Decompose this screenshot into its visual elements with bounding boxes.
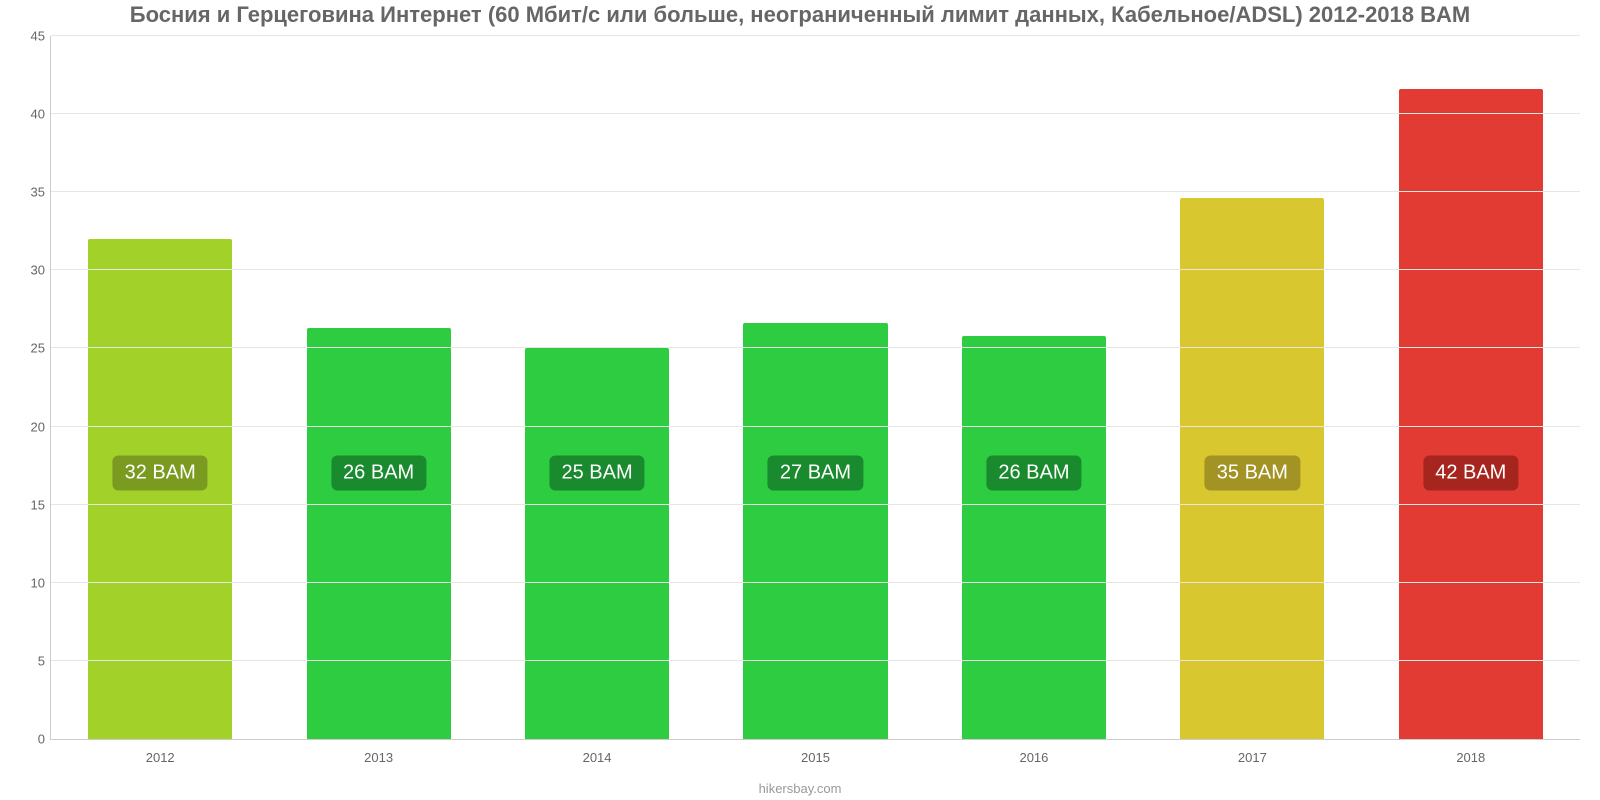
- bar: 27 BAM: [743, 323, 887, 739]
- bar: 32 BAM: [88, 239, 232, 739]
- bar: 35 BAM: [1180, 198, 1324, 739]
- chart-title: Босния и Герцеговина Интернет (60 Мбит/с…: [0, 2, 1600, 28]
- gridline: [51, 269, 1580, 270]
- y-axis-label: 30: [11, 263, 45, 278]
- source-label: hikersbay.com: [0, 781, 1600, 796]
- bar-value-label: 35 BAM: [1205, 456, 1300, 491]
- x-axis-label: 2012: [146, 750, 175, 765]
- gridline: [51, 582, 1580, 583]
- bar: 25 BAM: [525, 348, 669, 739]
- gridline: [51, 35, 1580, 36]
- y-axis-label: 35: [11, 185, 45, 200]
- y-axis-label: 20: [11, 419, 45, 434]
- bar: 42 BAM: [1399, 89, 1543, 739]
- bar-value-label: 26 BAM: [986, 456, 1081, 491]
- y-axis-label: 15: [11, 497, 45, 512]
- bar-value-label: 42 BAM: [1423, 456, 1518, 491]
- gridline: [51, 113, 1580, 114]
- bar-value-label: 25 BAM: [549, 456, 644, 491]
- gridline: [51, 504, 1580, 505]
- x-axis-label: 2017: [1238, 750, 1267, 765]
- bar: 26 BAM: [962, 336, 1106, 739]
- y-axis-label: 10: [11, 575, 45, 590]
- gridline: [51, 660, 1580, 661]
- gridline: [51, 191, 1580, 192]
- x-axis-label: 2013: [364, 750, 393, 765]
- gridline: [51, 347, 1580, 348]
- y-axis-label: 40: [11, 107, 45, 122]
- y-axis-label: 45: [11, 29, 45, 44]
- bar-value-label: 26 BAM: [331, 456, 426, 491]
- x-axis-label: 2016: [1019, 750, 1048, 765]
- plot-area: 32 BAM 26 BAM 25 BAM 27 BAM 26 BAM 35 BAM 42 B…: [50, 36, 1580, 740]
- bar: 26 BAM: [307, 328, 451, 739]
- bar-value-label: 27 BAM: [768, 456, 863, 491]
- x-axis-label: 2015: [801, 750, 830, 765]
- y-axis-label: 5: [11, 653, 45, 668]
- y-axis-label: 0: [11, 732, 45, 747]
- bars-layer: 32 BAM 26 BAM 25 BAM 27 BAM 26 BAM 35 BAM 42 B…: [51, 36, 1580, 739]
- chart-container: Босния и Герцеговина Интернет (60 Мбит/с…: [0, 0, 1600, 800]
- x-axis-label: 2014: [583, 750, 612, 765]
- x-axis-label: 2018: [1456, 750, 1485, 765]
- gridline: [51, 426, 1580, 427]
- y-axis-label: 25: [11, 341, 45, 356]
- bar-value-label: 32 BAM: [113, 456, 208, 491]
